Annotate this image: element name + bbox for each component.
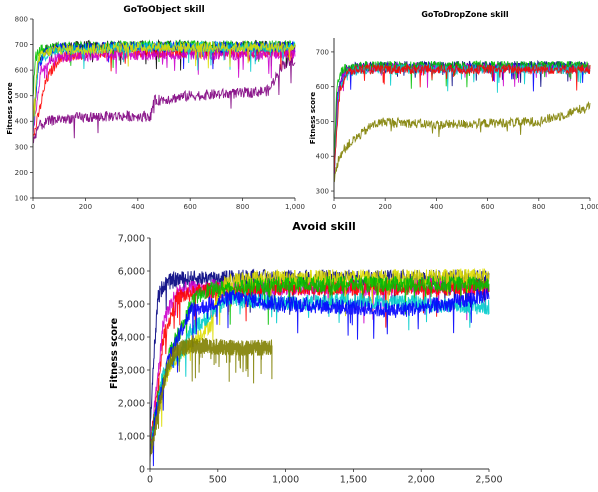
- y-tick-label: 4,000: [118, 332, 145, 343]
- y-tick-label: 6,000: [118, 266, 145, 277]
- y-tick-label: 5,000: [118, 299, 145, 310]
- y-tick-label: 400: [316, 153, 329, 161]
- y-tick-label: 600: [15, 67, 28, 75]
- y-tick-label: 600: [316, 83, 329, 91]
- series-line-5: [149, 275, 490, 451]
- y-axis-label: Fitness score: [6, 82, 14, 135]
- x-tick-label: 400: [131, 203, 144, 211]
- x-tick-label: 600: [184, 203, 197, 211]
- y-tick-label: 100: [15, 194, 28, 202]
- x-tick-label: 200: [79, 203, 92, 211]
- x-tick-label: 600: [481, 203, 494, 211]
- series-line-8: [149, 337, 273, 463]
- series-line-4: [149, 267, 490, 451]
- series-line-7: [32, 40, 296, 127]
- y-tick-label: 700: [15, 41, 28, 49]
- chart-3: Avoid skill Fitness score 0 1,000 2,000 3,000…: [109, 220, 503, 486]
- x-tick-label: 1,500: [340, 475, 367, 486]
- series-line-8: [32, 56, 296, 144]
- y-axis-label: Fitness score: [109, 318, 120, 389]
- x-tick-label: 800: [532, 203, 545, 211]
- series-line-3: [333, 61, 591, 178]
- x-tick-label: 1,000: [580, 203, 598, 211]
- x-tick-label: 0: [31, 203, 35, 211]
- chart-1: GoToObject skill Fitness score 100 200 300 40…: [6, 5, 305, 211]
- x-tick-label: 0: [147, 475, 153, 486]
- x-tick-label: 1,000: [272, 475, 299, 486]
- y-tick-label: 1,000: [118, 431, 145, 442]
- x-tick-label: 2,500: [475, 475, 502, 486]
- series-line-6: [333, 62, 591, 180]
- series-line-6: [149, 290, 490, 455]
- y-axis-label: Fitness score: [309, 92, 317, 145]
- x-tick-label: 2,000: [408, 475, 435, 486]
- chart-title: GoToDropZone skill: [421, 10, 509, 19]
- x-tick-label: 400: [430, 203, 443, 211]
- y-tick-label: 800: [15, 15, 28, 23]
- y-tick-label: 500: [15, 92, 28, 100]
- y-tick-label: 2,000: [118, 398, 145, 409]
- series-line-7: [333, 100, 591, 182]
- y-tick-label: 500: [316, 118, 329, 126]
- y-tick-label: 400: [15, 118, 28, 126]
- y-tick-label: 7,000: [118, 233, 145, 244]
- x-tick-label: 0: [332, 203, 336, 211]
- chart-title: Avoid skill: [292, 220, 356, 233]
- y-tick-label: 300: [15, 143, 28, 151]
- y-tick-label: 3,000: [118, 365, 145, 376]
- y-tick-label: 200: [15, 169, 28, 177]
- chart-2: GoToDropZone skill Fitness score 300 400 500…: [309, 10, 598, 211]
- y-tick-label: 0: [139, 464, 145, 475]
- y-tick-label: 300: [316, 187, 329, 195]
- y-tick-label: 700: [316, 48, 329, 56]
- x-tick-label: 1,000: [285, 203, 305, 211]
- chart-title: GoToObject skill: [123, 5, 204, 15]
- series-line-7: [149, 288, 490, 467]
- x-tick-label: 800: [236, 203, 249, 211]
- series-line-1: [333, 59, 591, 177]
- x-tick-label: 500: [209, 475, 227, 486]
- x-tick-label: 200: [379, 203, 392, 211]
